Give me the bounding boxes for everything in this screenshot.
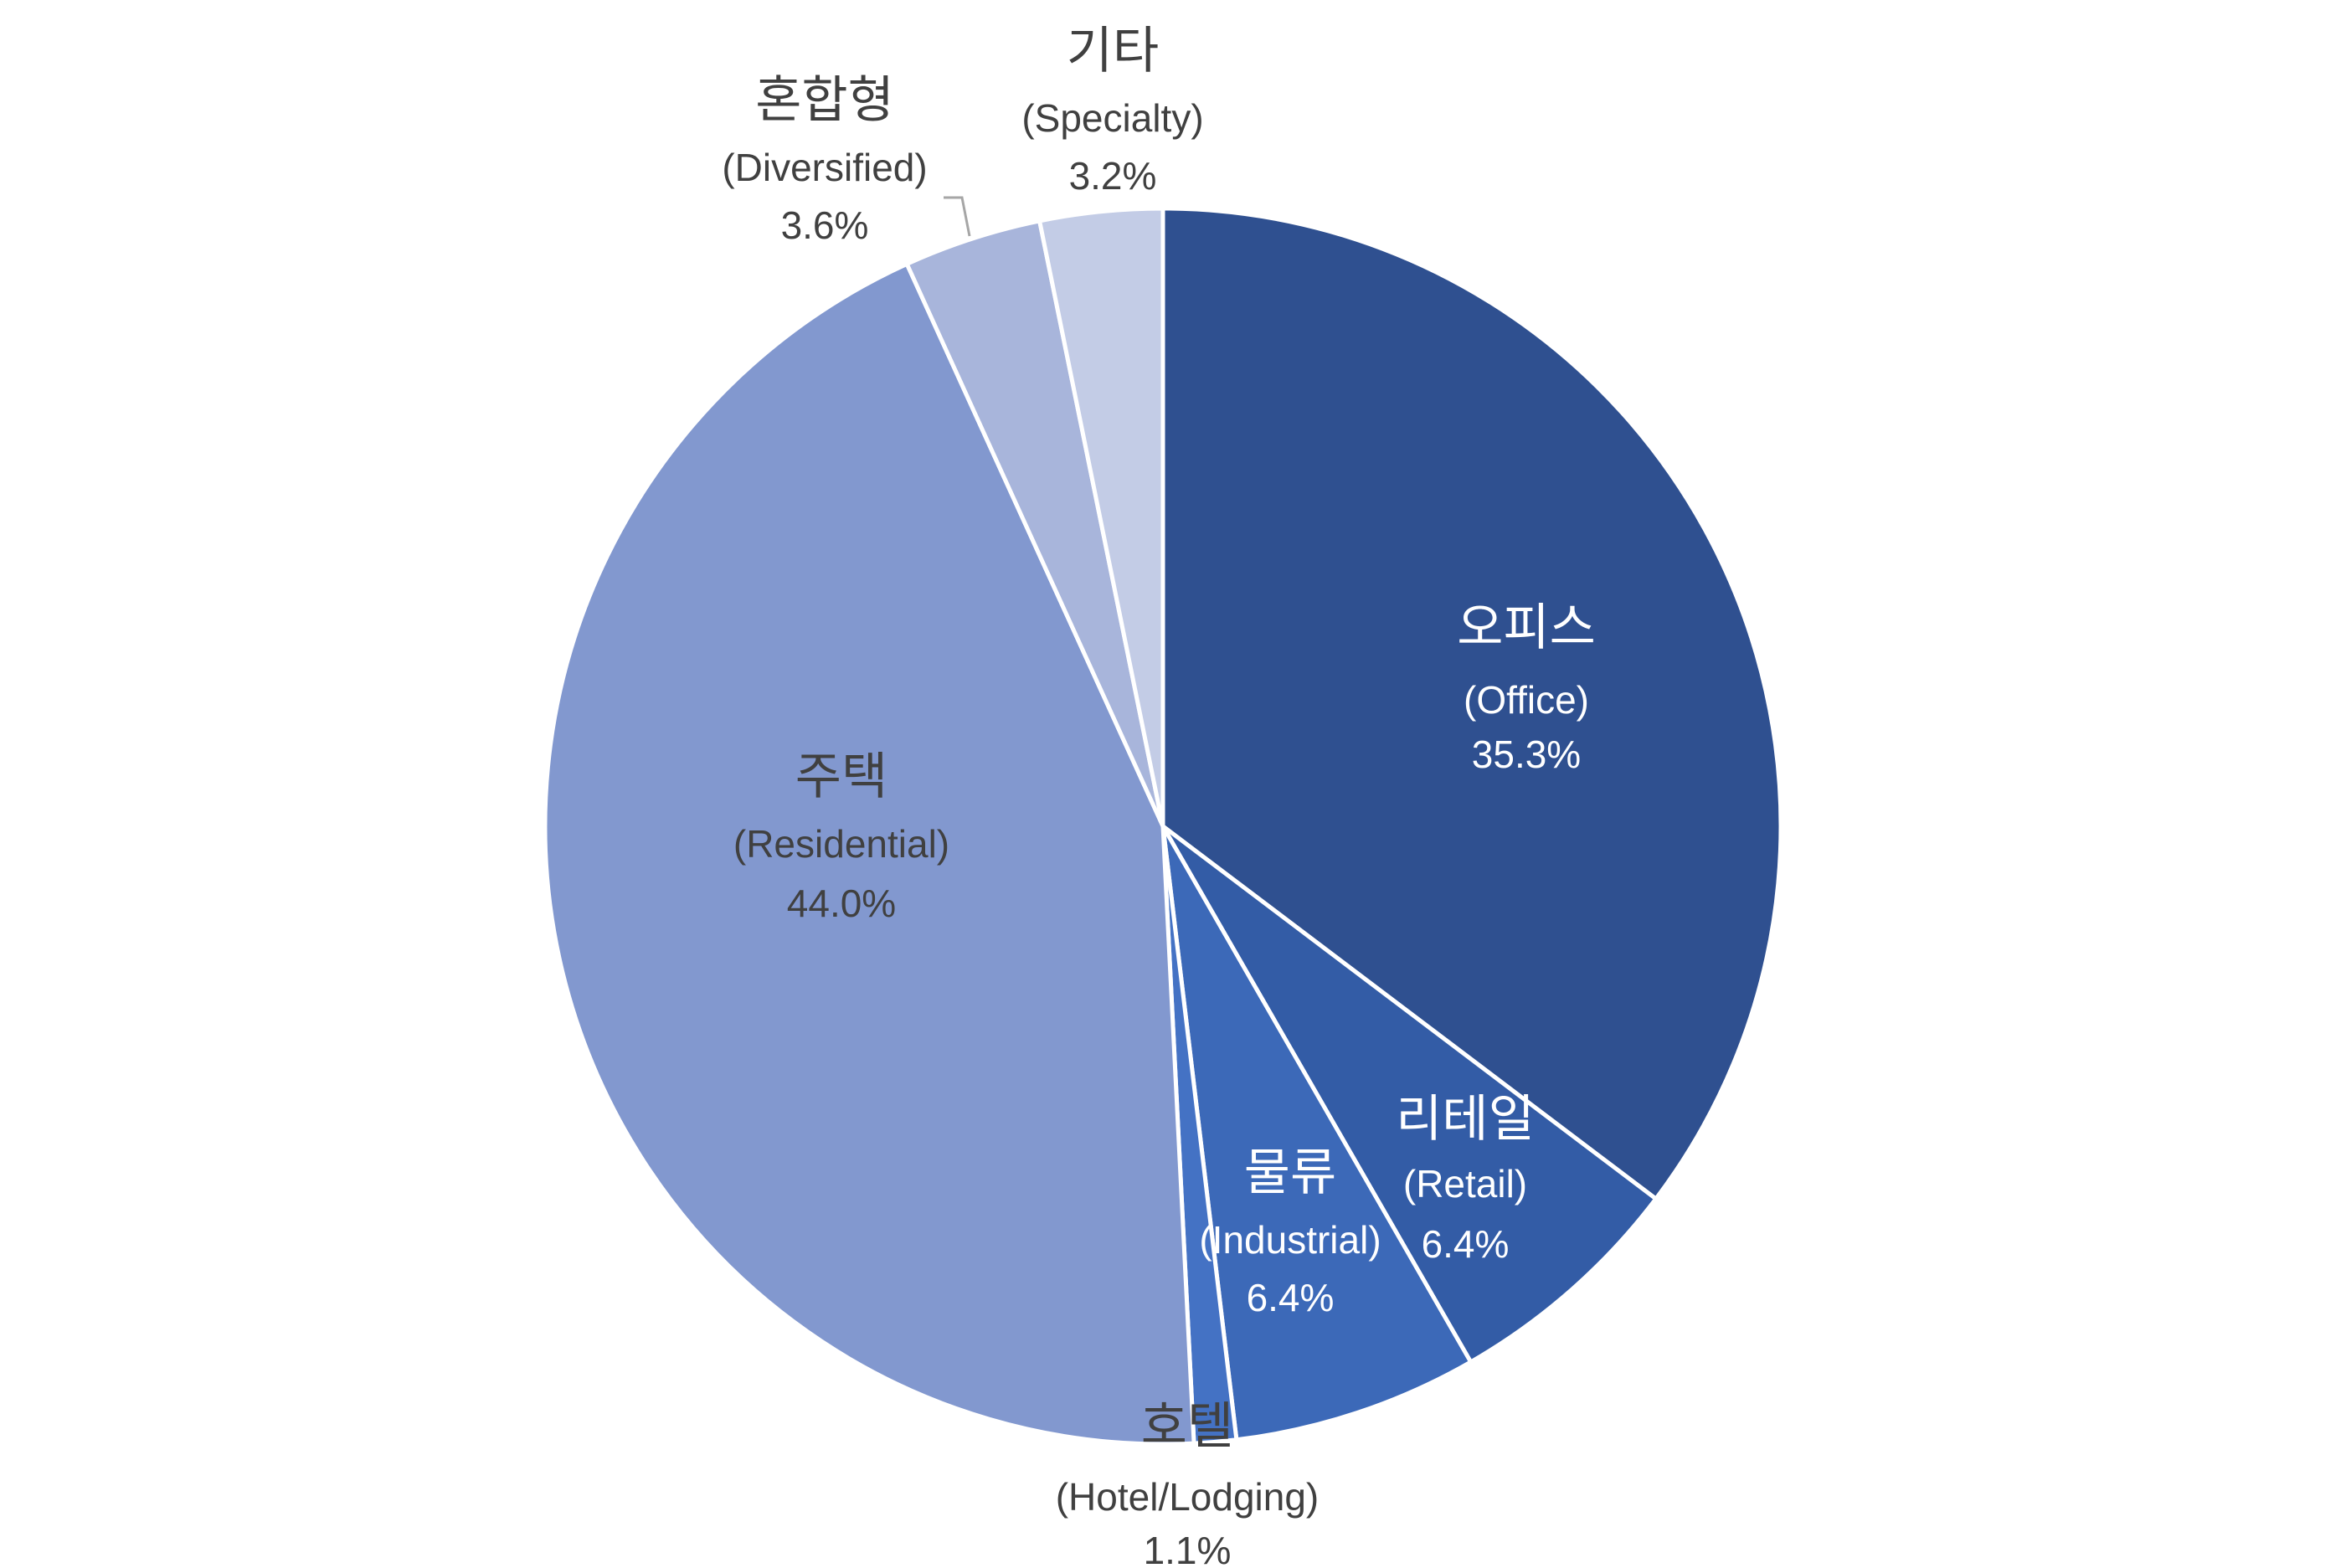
pie-slice [1160, 825, 1659, 1365]
slice-label: 오피스 [1457, 599, 1596, 655]
slice-label: 호텔 [1141, 1398, 1233, 1454]
pie-slice [1160, 825, 1474, 1442]
value-label: 3.2% [1069, 154, 1157, 198]
slice-label-english: (Industrial) [1199, 1218, 1381, 1262]
value-label: 44.0% [787, 882, 896, 925]
slice-label: 기타 [1067, 23, 1159, 79]
slice-label-english: (Specialty) [1021, 96, 1203, 140]
slice-label: 주택 [795, 748, 887, 805]
slice-label: 물류 [1244, 1144, 1336, 1200]
slice-label-english: (Retail) [1403, 1162, 1527, 1206]
slice-label: 리테일 [1396, 1091, 1535, 1147]
slice-label-english: (Diversified) [722, 146, 927, 189]
value-label: 6.4% [1422, 1222, 1510, 1266]
pie-slice [1160, 206, 1783, 1202]
pie-slice [1037, 206, 1165, 827]
pie-slice [543, 261, 1196, 1447]
slice-label: 혼합형 [755, 72, 894, 128]
value-label: 1.1% [1144, 1529, 1232, 1568]
value-label: 3.6% [781, 203, 869, 247]
slice-label-english: (Hotel/Lodging) [1056, 1475, 1320, 1519]
value-label: 6.4% [1247, 1276, 1335, 1319]
leader-line [944, 196, 971, 237]
slice-label-english: (Office) [1464, 678, 1589, 722]
slice-label-english: (Residential) [733, 822, 949, 866]
value-label: 35.3% [1472, 733, 1581, 776]
